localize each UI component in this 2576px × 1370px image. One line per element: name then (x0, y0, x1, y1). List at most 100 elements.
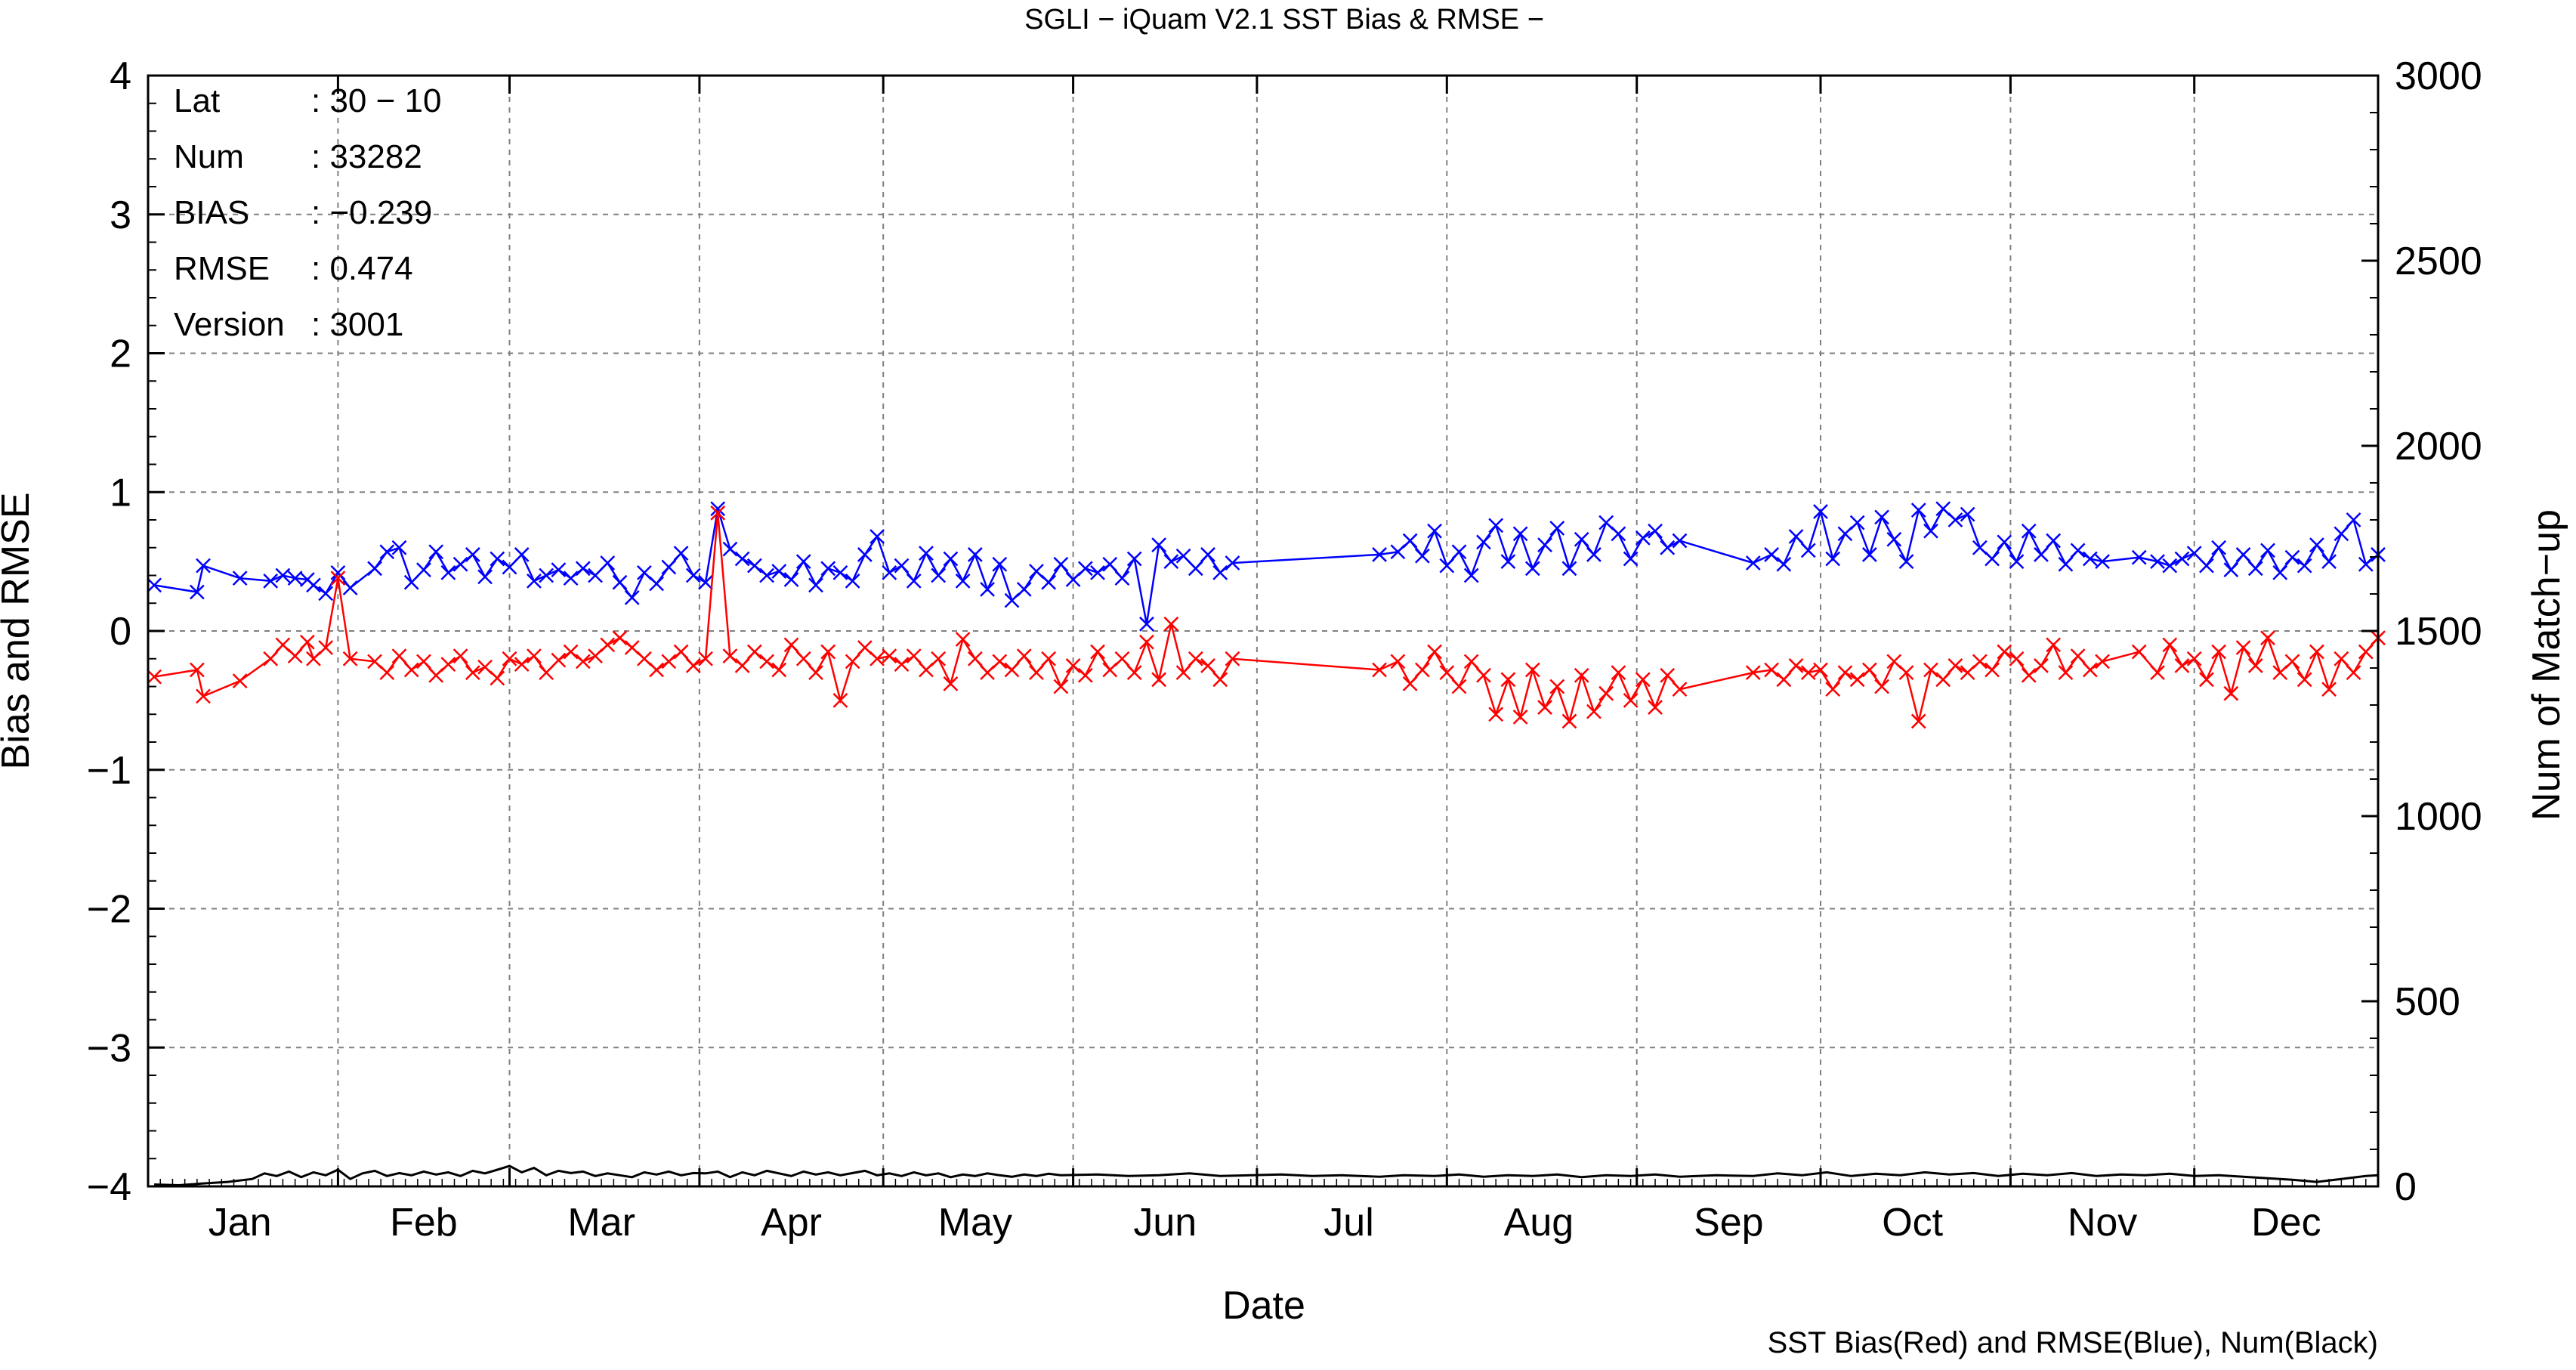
bias-marker (661, 654, 677, 670)
rmse-marker (795, 554, 811, 570)
bias-marker (1488, 707, 1504, 722)
bias-marker (2223, 685, 2239, 701)
bias-marker (1849, 672, 1865, 688)
rmse-marker (1788, 529, 1804, 544)
bias-marker (673, 644, 689, 660)
rmse-marker (403, 574, 419, 590)
bias-marker (379, 665, 395, 681)
rmse-marker (477, 569, 493, 585)
bias-marker (1053, 679, 1069, 694)
bias-marker (2346, 665, 2361, 681)
rmse-marker (1960, 506, 1975, 522)
bias-marker (2247, 658, 2263, 673)
bias-marker (2211, 644, 2227, 660)
rmse-marker (1065, 572, 1081, 587)
x-month-labels: Jan Feb Mar Apr May Jun Jul Aug Sep Oct Nov Dec (208, 1201, 2321, 1245)
rmse-marker (196, 558, 211, 574)
y-right-tick-label: 1000 (2395, 795, 2482, 839)
bias-marker (232, 673, 248, 689)
bias-marker (1225, 651, 1240, 666)
y-left-tick-label: 2 (110, 332, 131, 376)
rmse-marker (600, 555, 616, 571)
rmse-marker (882, 564, 897, 580)
rmse-marker (980, 581, 995, 597)
bias-marker (1776, 672, 1792, 688)
y-left-axis-title: Bias and RMSE (0, 492, 38, 769)
rmse-marker (1837, 526, 1853, 542)
rmse-marker (1910, 503, 1926, 518)
rmse-marker (967, 547, 983, 562)
bias-marker (882, 648, 897, 663)
bias-marker (514, 657, 530, 672)
bias-marker (869, 651, 885, 666)
bias-marker (2046, 637, 2062, 653)
rmse-marker (1463, 567, 1479, 583)
bias-marker (575, 654, 591, 670)
bias-marker (275, 637, 291, 653)
bias-marker (391, 648, 407, 663)
bias-marker (342, 651, 358, 666)
rmse-marker (2247, 561, 2263, 577)
rmse-marker (685, 567, 701, 583)
y-right-axis-title: Num of Match−up (2525, 509, 2568, 821)
x-month-label: Oct (1882, 1201, 1943, 1245)
rmse-marker (992, 556, 1008, 572)
rmse-marker (1029, 564, 1044, 579)
rmse-marker (1561, 561, 1577, 577)
rmse-marker (746, 558, 762, 574)
bias-marker (1090, 644, 1105, 660)
rmse-marker (539, 567, 554, 583)
bias-marker (2284, 654, 2300, 670)
rmse-marker (1745, 555, 1761, 571)
bias-marker (771, 662, 787, 678)
rmse-marker (416, 562, 431, 578)
bias-marker (1427, 644, 1442, 660)
y-right-tick-label: 2000 (2395, 425, 2482, 469)
bias-marker (943, 676, 959, 691)
rmse-marker (857, 547, 873, 562)
bias-marker (980, 665, 995, 681)
y-left-tick-label: −1 (87, 749, 131, 793)
bias-marker (955, 632, 971, 647)
bias-marker (2070, 648, 2086, 663)
ticks (147, 74, 2379, 1188)
rmse-marker (869, 529, 885, 544)
rmse-marker (1512, 526, 1528, 542)
rmse-marker (624, 590, 640, 605)
rmse-marker (1648, 523, 1663, 539)
rmse-marker (1163, 554, 1179, 570)
rmse-marker (514, 547, 530, 562)
bias-marker (299, 634, 315, 650)
rmse-marker (2284, 549, 2300, 565)
bias-marker (1985, 662, 2000, 678)
rmse-marker (232, 571, 248, 586)
rmse-marker (1175, 548, 1191, 564)
y-right-tick-label: 3000 (2395, 54, 2482, 98)
bias-marker (588, 648, 603, 663)
legend-note: SST Bias(Red) and RMSE(Blue), Num(Black) (1768, 1326, 2378, 1359)
bias-marker (452, 648, 468, 663)
bias-marker (1175, 665, 1191, 681)
info-value: : 3001 (311, 306, 403, 343)
rmse-marker (1549, 521, 1565, 536)
rmse-marker (1898, 554, 1914, 570)
bias-marker (318, 640, 334, 655)
rmse-marker (1476, 534, 1491, 550)
rmse-marker (2070, 543, 2086, 558)
bias-marker (1813, 662, 1828, 678)
x-month-label: Nov (2068, 1201, 2137, 1245)
bias-marker (440, 657, 456, 672)
rmse-marker (1188, 561, 1203, 577)
bias-marker (2321, 682, 2337, 697)
info-key: RMSE (174, 250, 270, 287)
rmse-marker (1586, 547, 1602, 562)
rmse-marker (649, 576, 665, 592)
bias-marker (367, 654, 382, 670)
rmse-marker (306, 577, 321, 593)
rmse-marker (710, 501, 726, 517)
rmse-marker (391, 540, 407, 555)
rmse-series (147, 501, 2386, 632)
bias-marker (820, 644, 836, 660)
rmse-marker (2162, 558, 2178, 574)
bias-marker (1537, 700, 1552, 715)
